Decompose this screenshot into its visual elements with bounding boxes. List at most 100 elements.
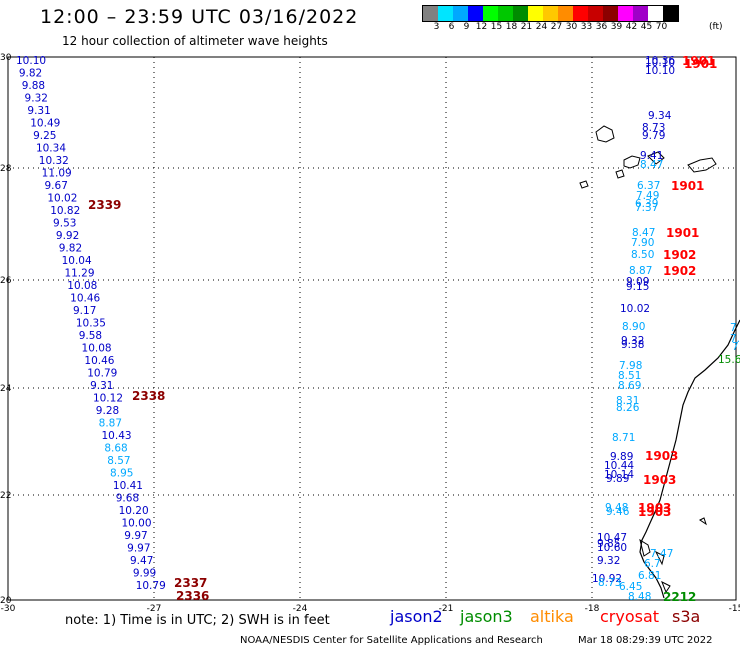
- swh-reading: 9.82: [59, 243, 82, 255]
- island-capeverde: [639, 517, 707, 594]
- swh-reading: 7.90: [631, 237, 654, 249]
- swh-reading: 10.32: [39, 155, 69, 167]
- colorbar-swatch: [558, 6, 573, 21]
- colorbar-swatch: [543, 6, 558, 21]
- pass-time: 1901: [682, 54, 715, 68]
- colorbar-label: 45: [640, 22, 653, 32]
- colorbar-label: 15: [490, 22, 503, 32]
- colorbar-label: 3: [433, 22, 440, 32]
- swh-reading: 10.02: [47, 193, 77, 205]
- swh-reading: 7: [732, 341, 739, 353]
- colorbar-label: 12: [475, 22, 488, 32]
- colorbar-label: 33: [580, 22, 593, 32]
- swh-reading: 6.45: [619, 581, 642, 593]
- lon-label: -30: [1, 604, 16, 614]
- colorbar-label: 39: [610, 22, 623, 32]
- swh-reading: 6.39: [635, 198, 658, 210]
- swh-reading: 10.35: [76, 318, 106, 330]
- colorbar-label: 18: [505, 22, 518, 32]
- pass-time: 2336: [176, 589, 209, 603]
- lon-label: -21: [439, 604, 454, 614]
- pass-time: 2337: [174, 576, 207, 590]
- pass-time: 1903: [645, 449, 678, 463]
- swh-reading: 10.10: [16, 55, 46, 67]
- colorbar-swatch: [618, 6, 633, 21]
- swh-reading: 9.17: [73, 305, 96, 317]
- swh-reading: 9.41: [640, 150, 663, 162]
- swh-reading: 8.50: [631, 249, 654, 261]
- legend-jason3: jason3: [460, 607, 513, 626]
- pass-time: 1903: [643, 473, 676, 487]
- colorbar-label: 27: [550, 22, 563, 32]
- legend-s3a: s3a: [672, 607, 701, 626]
- pass-time: 2212: [663, 590, 696, 604]
- swh-reading: 8.87: [99, 418, 122, 430]
- pass-time: 1901: [666, 226, 699, 240]
- island-madeira: [595, 125, 615, 143]
- swh-reading: 7.37: [635, 202, 658, 214]
- colorbar-swatch: [648, 6, 663, 21]
- lat-label: 22: [0, 491, 11, 501]
- swh-reading: 9.31: [27, 105, 50, 117]
- colorbar-unit: (ft): [709, 22, 723, 32]
- legend-jason2: jason2: [390, 607, 443, 626]
- colorbar-swatch: [498, 6, 513, 21]
- swh-reading: 9.97: [124, 530, 147, 542]
- swh-reading: 9.68: [116, 493, 139, 505]
- swh-reading: 8.57: [107, 455, 130, 467]
- swh-reading: 8.95: [110, 468, 133, 480]
- swh-reading: 10.46: [84, 355, 114, 367]
- swh-reading: 6.37: [637, 180, 660, 192]
- swh-reading: 10.79: [87, 368, 117, 380]
- swh-reading: 10.49: [30, 118, 60, 130]
- lat-label: 20: [0, 596, 12, 606]
- swh-reading: 10.41: [113, 480, 143, 492]
- swh-reading: 7: [730, 322, 737, 334]
- colorbar: [422, 5, 679, 22]
- swh-reading: 10.44: [604, 460, 634, 472]
- colorbar-swatch: [603, 6, 618, 21]
- colorbar-swatch: [513, 6, 528, 21]
- swh-reading: 10.60: [597, 542, 627, 554]
- colorbar-label: 21: [520, 22, 533, 32]
- colorbar-label: 42: [625, 22, 638, 32]
- swh-reading: 9.32: [597, 555, 620, 567]
- swh-reading: 6.81: [638, 570, 661, 582]
- colorbar-label: 36: [595, 22, 608, 32]
- swh-reading: 9.79: [642, 130, 665, 142]
- swh-reading: 10.36: [645, 55, 675, 67]
- footnote: note: 1) Time is in UTC; 2) SWH is in fe…: [65, 613, 330, 628]
- swh-reading: 11.29: [64, 268, 94, 280]
- coastline: [639, 319, 740, 599]
- pass-time: 2338: [132, 389, 165, 403]
- swh-reading: 9.58: [79, 330, 102, 342]
- swh-reading: 9.31: [90, 380, 113, 392]
- colorbar-label: 6: [448, 22, 455, 32]
- swh-reading: 10.08: [82, 343, 112, 355]
- pass-time: 1902: [663, 248, 696, 262]
- swh-reading: 10.04: [62, 255, 92, 267]
- pass-time: 1901: [671, 179, 704, 193]
- lon-label: -27: [147, 604, 162, 614]
- pass-time: 2339: [88, 198, 121, 212]
- swh-reading: 10.34: [36, 143, 66, 155]
- swh-reading: 9.88: [22, 80, 45, 92]
- lon-label: -18: [585, 604, 600, 614]
- swh-reading: 9.28: [96, 405, 119, 417]
- swh-reading: 9.38: [621, 339, 644, 351]
- swh-reading: 8.90: [622, 321, 645, 333]
- swh-reading: 9.89: [610, 451, 633, 463]
- island-canaries: [579, 151, 717, 189]
- legend-altika: altika: [530, 607, 574, 626]
- swh-reading: 8.48: [628, 591, 651, 603]
- swh-reading: 9.32: [25, 93, 48, 105]
- swh-reading: 9.82: [19, 68, 42, 80]
- swh-reading: 9.34: [648, 110, 672, 122]
- swh-reading: 9.53: [53, 218, 76, 230]
- swh-reading: 10.14: [604, 469, 634, 481]
- swh-reading: 8.31: [616, 395, 639, 407]
- colorbar-swatch: [663, 6, 678, 21]
- swh-reading: 10.12: [93, 393, 123, 405]
- swh-reading: 10.43: [102, 430, 132, 442]
